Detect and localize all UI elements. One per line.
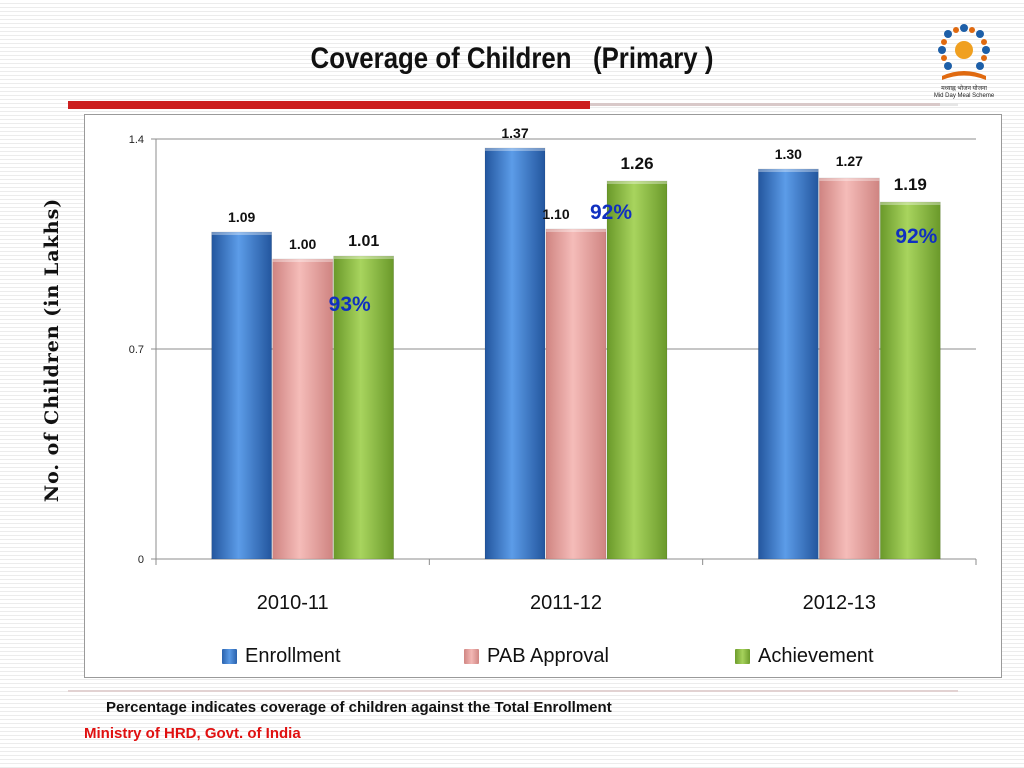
bar-achievement-2012-13	[880, 201, 941, 560]
footer-divider	[68, 690, 958, 692]
bar-highlight-pab-approval-2011-12	[546, 229, 606, 232]
bar-highlight-achievement-2011-12	[607, 181, 667, 184]
percent-annotation-2011-12: 92%	[590, 201, 632, 224]
legend-item-achievement: Achievement	[735, 643, 874, 669]
logo-caption: मध्याह्न भोजन योजना Mid Day Meal Scheme	[922, 86, 1006, 100]
source-credit: Ministry of HRD, Govt. of India	[84, 725, 301, 742]
bar-enrollment-2011-12	[484, 147, 546, 560]
legend-swatch-achievement	[735, 648, 750, 664]
data-label-achievement-2011-12: 1.26	[620, 154, 653, 173]
data-label-pab-approval-2012-13: 1.27	[836, 153, 863, 169]
data-label-enrollment-2012-13: 1.30	[775, 146, 802, 162]
data-label-achievement-2012-13: 1.19	[894, 175, 927, 194]
bar-achievement-2010-11	[333, 255, 394, 560]
bar-achievement-2011-12	[606, 180, 668, 560]
legend-swatch-enrollment	[222, 648, 237, 664]
x-tick-label-2011-12: 2011-12	[530, 592, 602, 614]
legend-label-enrollment: Enrollment	[245, 644, 341, 667]
bar-enrollment-2012-13	[758, 168, 819, 560]
bar-pab-approval-2011-12	[545, 228, 607, 560]
title-underline-grey	[590, 103, 955, 106]
legend-label-achievement: Achievement	[758, 644, 874, 667]
logo-hindi-text: मध्याह्न भोजन योजना	[941, 86, 987, 92]
data-label-enrollment-2010-11: 1.09	[228, 209, 255, 225]
bar-pab-approval-2012-13	[819, 177, 880, 560]
data-label-enrollment-2011-12: 1.37	[501, 125, 528, 141]
x-tick-label-2012-13: 2012-13	[803, 592, 876, 614]
y-tick-label-1: 0.7	[129, 344, 144, 356]
legend-item-enrollment: Enrollment	[222, 643, 341, 669]
y-axis-label: No. of Children (in Lakhs)	[41, 197, 63, 503]
data-label-pab-approval-2011-12: 1.10	[542, 206, 569, 222]
bar-highlight-achievement-2010-11	[333, 256, 394, 259]
x-tick-label-2010-11: 2010-11	[257, 592, 329, 614]
bar-highlight-enrollment-2010-11	[211, 232, 272, 235]
data-label-achievement-2010-11: 1.01	[348, 233, 379, 250]
title-underline-grey-end	[940, 103, 958, 106]
bar-highlight-achievement-2012-13	[880, 202, 941, 205]
footnote: Percentage indicates coverage of childre…	[106, 699, 612, 716]
legend-item-pab-approval: PAB Approval	[464, 643, 609, 669]
percent-annotation-2010-11: 93%	[329, 293, 371, 316]
page-title: Coverage of Children (Primary )	[310, 42, 714, 75]
bar-pab-approval-2010-11	[272, 258, 333, 560]
data-label-pab-approval-2010-11: 1.00	[289, 236, 316, 252]
y-tick-label-2: 1.4	[129, 134, 144, 146]
bar-highlight-enrollment-2012-13	[758, 169, 819, 172]
bar-highlight-pab-approval-2012-13	[819, 178, 880, 181]
title-underline-red	[68, 101, 590, 109]
bar-highlight-enrollment-2011-12	[485, 148, 545, 151]
logo-english-text: Mid Day Meal Scheme	[933, 93, 995, 99]
y-tick-label-0: 0	[138, 554, 144, 566]
legend-swatch-pab-approval	[464, 648, 479, 664]
legend-label-pab-approval: PAB Approval	[487, 644, 609, 667]
percent-annotation-2012-13: 92%	[895, 225, 937, 248]
mid-day-meal-logo	[938, 24, 990, 80]
bar-enrollment-2010-11	[211, 231, 272, 560]
bar-highlight-pab-approval-2010-11	[272, 259, 333, 262]
